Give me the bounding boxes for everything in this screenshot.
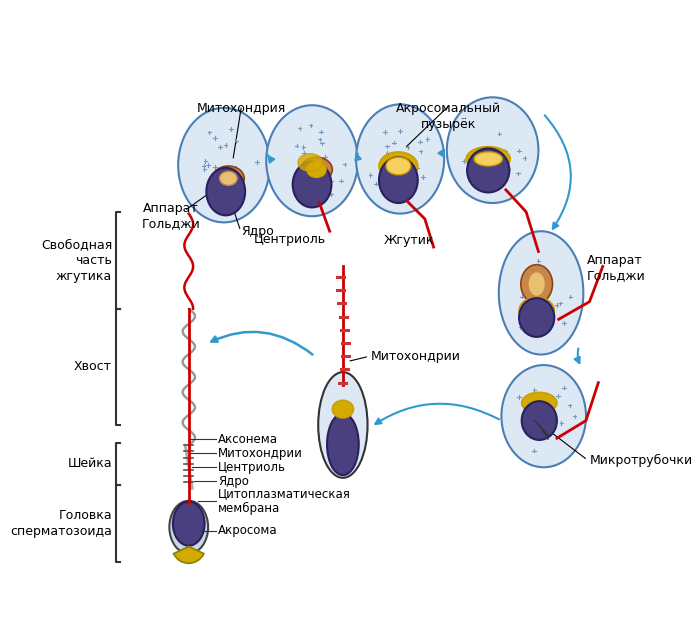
Ellipse shape [178,108,270,222]
Ellipse shape [173,502,205,546]
Text: Центриоль: Центриоль [218,461,286,474]
Ellipse shape [307,161,326,178]
Ellipse shape [386,157,411,175]
Text: Шейка: Шейка [68,457,112,470]
Ellipse shape [501,365,586,467]
Text: Акросома: Акросома [218,524,278,537]
Ellipse shape [521,264,553,303]
Ellipse shape [474,152,503,166]
Wedge shape [173,546,204,563]
Ellipse shape [519,297,554,323]
Ellipse shape [528,272,546,296]
Text: Ядро: Ядро [242,225,274,238]
Ellipse shape [379,157,418,203]
Text: Ядро: Ядро [218,475,248,488]
Text: Митохондрия: Митохондрия [197,102,286,115]
Text: Цитоплазматическая
мембрана: Цитоплазматическая мембрана [218,487,351,515]
Text: Акросомальный
пузырёк: Акросомальный пузырёк [396,102,501,131]
Ellipse shape [356,104,444,214]
Ellipse shape [206,168,245,215]
Ellipse shape [293,161,331,207]
Ellipse shape [298,154,323,171]
Text: Аппарат
Гольджи: Аппарат Гольджи [142,202,200,230]
Ellipse shape [447,97,539,203]
Ellipse shape [219,171,237,185]
Ellipse shape [519,298,554,337]
Text: Митохондрии: Митохондрии [371,350,461,363]
Ellipse shape [379,152,418,180]
Text: Центриоль: Центриоль [254,233,326,246]
Ellipse shape [522,392,557,413]
Ellipse shape [301,157,332,182]
Ellipse shape [522,401,557,440]
Ellipse shape [318,372,367,478]
Ellipse shape [169,501,208,554]
Text: Свободная
часть
жгутика: Свободная часть жгутика [41,238,112,283]
Ellipse shape [466,147,510,171]
Ellipse shape [327,413,358,475]
Text: Жгутик: Жгутик [383,234,434,247]
Ellipse shape [467,148,509,192]
Ellipse shape [267,106,358,216]
Ellipse shape [212,166,244,191]
Text: Хвост: Хвост [74,360,112,374]
Ellipse shape [499,231,583,355]
Text: Митохондрии: Митохондрии [218,447,303,460]
Text: Микротрубочки: Микротрубочки [590,453,693,467]
Ellipse shape [332,400,354,418]
Text: Аксонема: Аксонема [218,433,278,446]
Text: Аппарат
Гольджи: Аппарат Гольджи [587,254,646,282]
Text: Головка
сперматозоида: Головка сперматозоида [10,509,112,538]
